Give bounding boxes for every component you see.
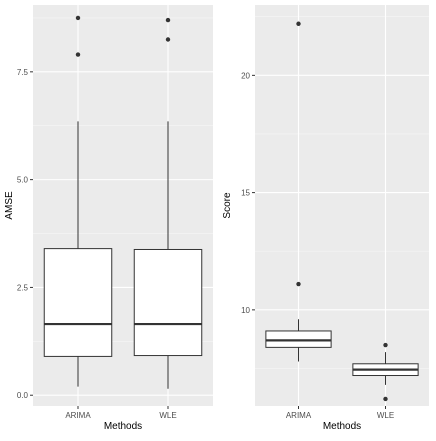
panel-1: 0.0 2.5 5.0 7.5 ARIMA WLE Methods AMSE [4, 5, 213, 432]
y-tick-label: 0.0 [17, 391, 29, 400]
y-tick-label: 7.5 [17, 68, 29, 77]
x-tick-label: ARIMA [65, 411, 91, 420]
y-tick-label: 2.5 [17, 283, 29, 292]
box-body [265, 330, 332, 348]
box-body [43, 248, 113, 357]
box-wle [352, 342, 419, 402]
y-tick-label: 5.0 [17, 176, 29, 185]
box-body [133, 248, 203, 357]
y-tick-label: 15 [241, 189, 250, 198]
x-axis-title: Methods [323, 421, 361, 432]
x-tick-label: WLE [159, 411, 176, 420]
outlier-point [383, 396, 388, 402]
outlier-point [165, 37, 171, 42]
box-arima [265, 21, 332, 362]
box-wle [133, 17, 203, 389]
x-axis-title: Methods [104, 421, 142, 432]
panel-2: 10 15 20 ARIMA WLE Methods Score [222, 5, 429, 432]
outlier-point [296, 21, 301, 26]
y-tick-label: 20 [241, 71, 250, 80]
x-tick-label: WLE [377, 411, 394, 420]
y-tick-label: 10 [241, 306, 250, 315]
outlier-point [296, 281, 301, 287]
y-axis-title: AMSE [4, 191, 15, 220]
box-arima [43, 15, 113, 387]
outlier-point [165, 17, 171, 23]
outlier-point [383, 342, 388, 348]
outlier-point [75, 15, 81, 21]
x-tick-label: ARIMA [286, 411, 312, 420]
y-axis-title: Score [222, 192, 233, 219]
outlier-point [75, 52, 81, 57]
